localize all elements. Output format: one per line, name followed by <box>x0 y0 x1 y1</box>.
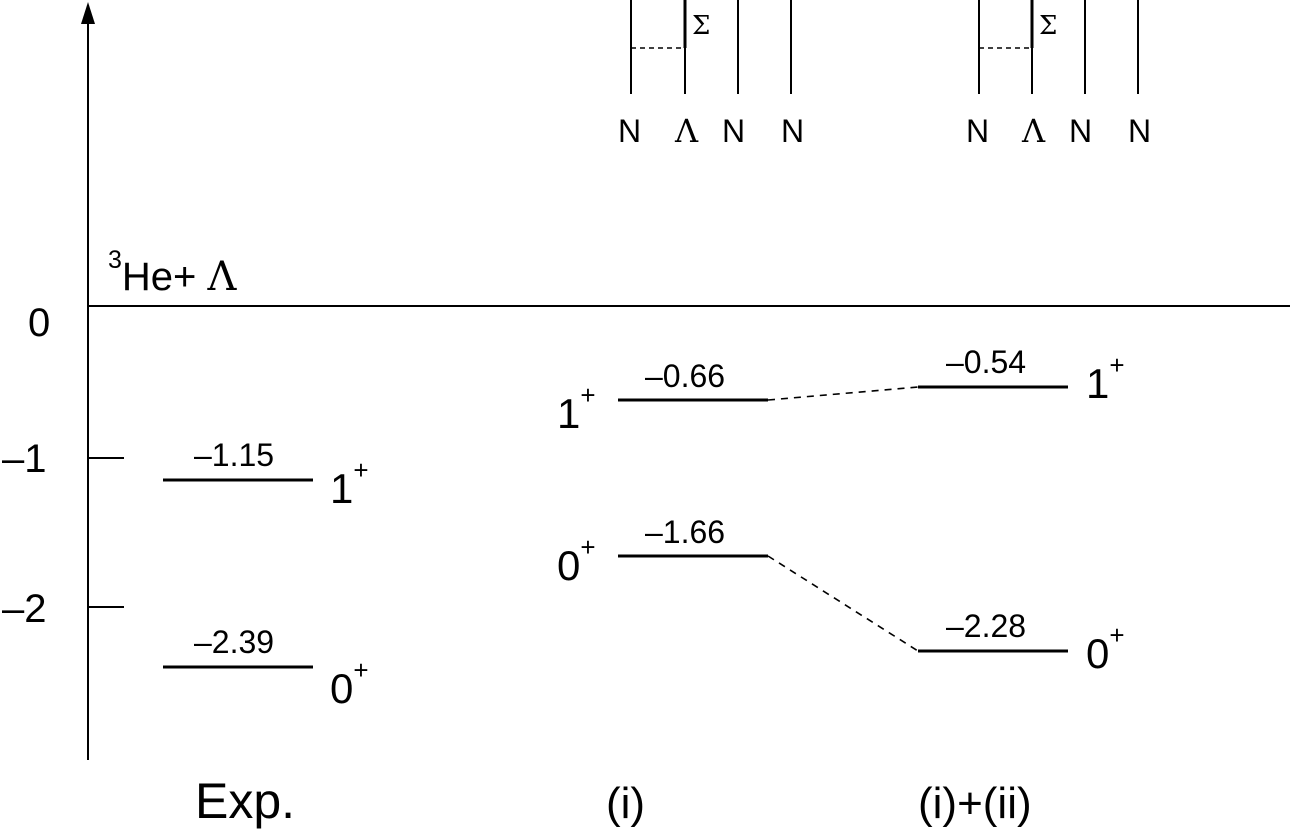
inset-diagram-i: Σ N Λ N N <box>618 0 804 150</box>
threshold-text: He+ <box>122 255 208 299</box>
column-title-i: (i) <box>606 779 645 828</box>
energy-label-i-1plus: –0.66 <box>645 358 725 394</box>
state-parity: + <box>353 655 368 685</box>
inset-particle-lambda: Λ <box>674 112 699 150</box>
energy-label-iii-1plus: –0.54 <box>946 344 1026 380</box>
column-i-plus-ii: –0.54 1+ –2.28 0+ (i)+(ii) <box>918 344 1125 828</box>
state-label-exp-1plus: 1+ <box>330 455 369 512</box>
state-number: 0 <box>1086 630 1109 677</box>
connector-0plus <box>767 555 919 652</box>
inset-particle-n3: N <box>781 113 804 149</box>
state-number: 0 <box>557 542 580 589</box>
connector-1plus <box>767 386 919 401</box>
energy-label-exp-1plus: –1.15 <box>194 437 274 473</box>
state-number: 1 <box>330 465 353 512</box>
state-label-i-0plus: 0+ <box>557 532 596 589</box>
state-parity: + <box>580 380 595 410</box>
state-parity: + <box>353 455 368 485</box>
energy-label-i-0plus: –1.66 <box>645 514 725 550</box>
state-parity: + <box>1109 350 1124 380</box>
tick-label-0: 0 <box>28 301 50 345</box>
column-title-exp: Exp. <box>195 773 295 829</box>
threshold-lambda: Λ <box>207 254 238 300</box>
inset-particle-n1: N <box>966 113 989 149</box>
state-number: 1 <box>1086 360 1109 407</box>
energy-label-exp-0plus: –2.39 <box>194 624 274 660</box>
state-label-exp-0plus: 0+ <box>330 655 369 712</box>
inset-particle-n2: N <box>722 113 745 149</box>
state-number: 0 <box>330 665 353 712</box>
column-title-i-plus-ii: (i)+(ii) <box>918 779 1032 828</box>
inset-particle-n2: N <box>1069 113 1092 149</box>
column-i: –0.66 1+ –1.66 0+ (i) <box>557 358 768 828</box>
state-label-i-1plus: 1+ <box>557 380 596 437</box>
inset-particle-n1: N <box>618 113 641 149</box>
state-parity: + <box>1109 620 1124 650</box>
inset-sigma: Σ <box>692 11 710 41</box>
inset-particle-lambda: Λ <box>1021 112 1046 150</box>
threshold-label: 3He+ Λ <box>108 246 238 300</box>
axis-arrow-icon <box>81 2 95 24</box>
state-label-iii-0plus: 0+ <box>1086 620 1125 677</box>
state-number: 1 <box>557 390 580 437</box>
inset-diagram-i-plus-ii: Σ N Λ N N <box>966 0 1151 150</box>
tick-label-minus2: –2 <box>2 587 47 631</box>
axis-ticks: 0 –1 –2 <box>2 301 124 631</box>
energy-label-iii-0plus: –2.28 <box>946 608 1026 644</box>
inset-sigma: Σ <box>1039 11 1057 41</box>
state-label-iii-1plus: 1+ <box>1086 350 1125 407</box>
threshold-superscript: 3 <box>108 246 122 274</box>
state-parity: + <box>580 532 595 562</box>
column-exp: –1.15 1+ –2.39 0+ Exp. <box>163 437 369 829</box>
inset-particle-n3: N <box>1128 113 1151 149</box>
tick-label-minus1: –1 <box>2 437 47 481</box>
